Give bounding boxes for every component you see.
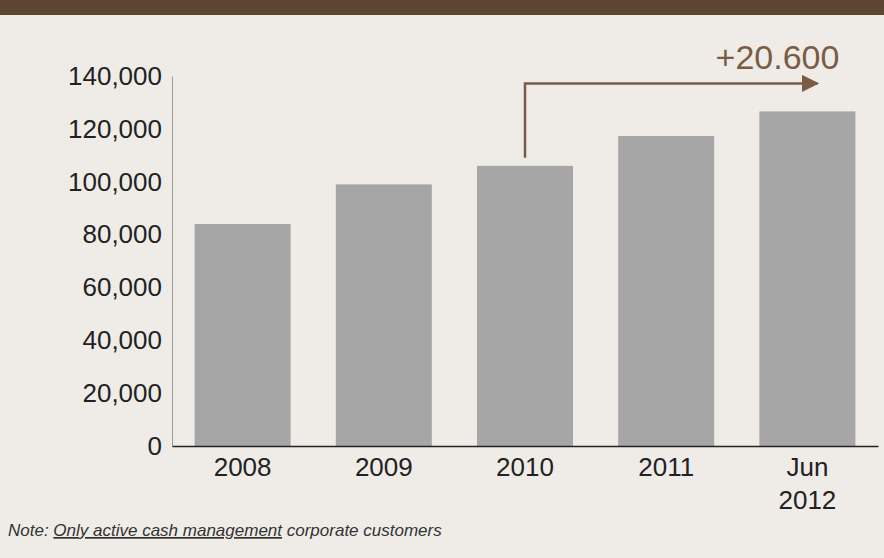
- note-part: corporate customers: [282, 521, 442, 540]
- note-part: Only active cash management: [53, 521, 283, 540]
- bar: [759, 111, 855, 446]
- bar: [336, 184, 432, 446]
- y-tick: 120,000: [68, 114, 172, 144]
- y-tick: 0: [148, 431, 172, 461]
- header-band: [0, 0, 884, 15]
- y-tick-label: 0: [148, 431, 162, 461]
- y-tick-label: 40,000: [82, 325, 162, 355]
- y-tick-label: 100,000: [68, 167, 162, 197]
- y-tick: 40,000: [82, 325, 172, 355]
- bar: [477, 166, 573, 446]
- y-tick: 20,000: [82, 378, 172, 408]
- x-tick-label: 2009: [355, 452, 413, 482]
- x-tick: 2010: [496, 446, 554, 482]
- y-tick-label: 120,000: [68, 114, 162, 144]
- x-tick-label: Jun2012: [778, 452, 836, 515]
- note: Note: Only active cash management corpor…: [8, 521, 442, 540]
- y-tick-label: 20,000: [82, 378, 162, 408]
- x-tick-label-line: 2012: [778, 485, 836, 515]
- x-tick: 2008: [214, 446, 272, 482]
- chart: 0 20,000 40,000 60,000 80,000 100,000 120,000 1…: [0, 0, 884, 558]
- bar: [195, 224, 291, 446]
- x-tick-label-line: Jun: [786, 452, 828, 482]
- y-tick-label: 80,000: [82, 219, 162, 249]
- x-tick: Jun2012: [778, 446, 836, 515]
- annotation-arrow: [525, 83, 817, 157]
- y-axis-line: [172, 77, 173, 447]
- x-axis: 2008 2009 2010 2011 Jun2012: [173, 446, 879, 515]
- bar: [618, 136, 714, 446]
- y-tick: 80,000: [82, 219, 172, 249]
- y-axis: 0 20,000 40,000 60,000 80,000 100,000 120,000 1…: [68, 61, 172, 461]
- bars: [195, 111, 856, 446]
- background: [0, 0, 884, 558]
- x-tick-label: 2010: [496, 452, 554, 482]
- y-tick-label: 60,000: [82, 272, 162, 302]
- note-part: Note:: [8, 521, 53, 540]
- x-tick: 2009: [355, 446, 413, 482]
- x-axis-line: [173, 446, 879, 448]
- x-tick-label: 2011: [638, 452, 694, 482]
- y-tick: 140,000: [68, 61, 172, 91]
- annotation: +20.600: [716, 38, 840, 76]
- x-tick: 2011: [638, 446, 694, 482]
- y-tick: 100,000: [68, 167, 172, 197]
- x-tick-label: 2008: [214, 452, 272, 482]
- y-tick: 60,000: [82, 272, 172, 302]
- y-tick-label: 140,000: [68, 61, 162, 91]
